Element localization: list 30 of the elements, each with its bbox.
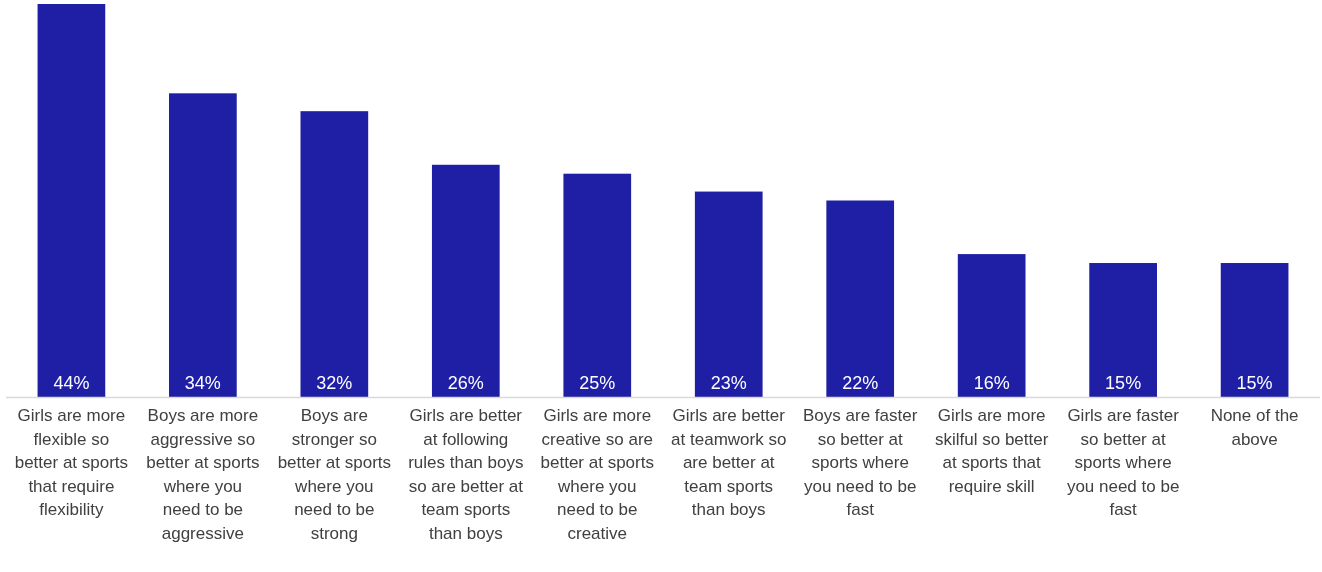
x-tick-label: Girls are more creative so are better at sports where you need to be creative <box>540 406 654 543</box>
bar <box>957 254 1026 397</box>
data-label: 32% <box>316 373 353 393</box>
data-label: 15% <box>1105 373 1142 393</box>
x-tick-label: Girls are faster so better at sports where you need to be fast <box>1066 406 1180 519</box>
bar <box>1220 263 1289 397</box>
data-label: 16% <box>973 373 1010 393</box>
data-label: 25% <box>579 373 616 393</box>
bar <box>694 191 763 397</box>
bar <box>1089 263 1157 397</box>
x-tick-label: Girls are more flexible so better at sports that require flexibility <box>14 406 129 519</box>
data-label: 15% <box>1236 373 1273 393</box>
bar <box>826 200 895 397</box>
data-label: 22% <box>842 373 879 393</box>
x-tick-label: None of the above <box>1210 406 1299 449</box>
x-tick-label: Girls are more skilful so better at sports that require skill <box>934 406 1049 496</box>
data-label: 44% <box>53 373 90 393</box>
x-tick-label: Boys are faster so better at sports where you need to be fast <box>803 406 918 519</box>
x-tick-label: Boys are stronger so better at sports where you need to be strong <box>277 406 392 543</box>
data-label: 34% <box>184 373 221 393</box>
bar <box>300 111 369 397</box>
x-tick-label: Girls are better at following rules than boys so are better at team sports than boys <box>408 406 524 543</box>
bar <box>169 93 237 397</box>
data-label: 23% <box>710 373 747 393</box>
bar <box>431 164 500 397</box>
x-tick-label: Boys are more aggressive so better at sports where you need to be aggressive <box>146 406 260 543</box>
bar <box>563 173 632 397</box>
data-label: 26% <box>447 373 484 393</box>
bar <box>37 4 106 397</box>
x-tick-label: Girls are better at teamwork so are better at team sports than boys <box>671 406 787 519</box>
